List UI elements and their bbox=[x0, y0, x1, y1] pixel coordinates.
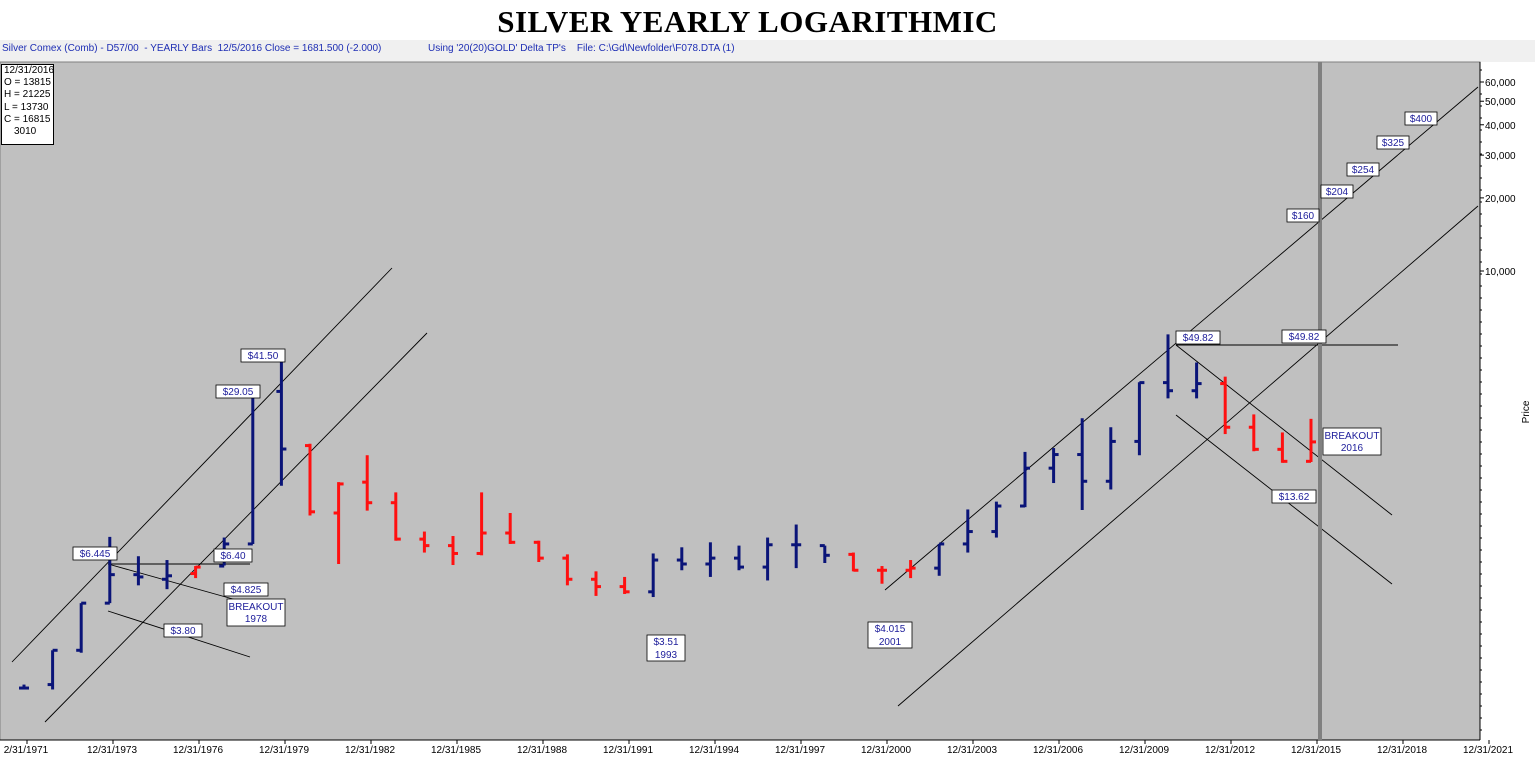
x-tick-label: 12/31/1985 bbox=[431, 745, 481, 756]
x-tick-label: 12/31/2000 bbox=[861, 745, 911, 756]
info-bar bbox=[0, 40, 1535, 62]
x-tick-label: 12/31/1988 bbox=[517, 745, 567, 756]
price-label: $6.445 bbox=[80, 549, 111, 560]
chart-title: SILVER YEARLY LOGARITHMIC bbox=[497, 4, 998, 39]
ohlc-readout: 12/31/2016 O = 13815 H = 21225 L = 13730… bbox=[1, 64, 54, 145]
breakout-box bbox=[226, 598, 286, 627]
ohlc-extra: 3010 bbox=[14, 126, 37, 138]
breakout-box bbox=[1322, 427, 1382, 456]
ohlc-high: H = 21225 bbox=[4, 89, 51, 101]
price-label: $204 bbox=[1326, 187, 1349, 198]
price-label-box bbox=[163, 623, 203, 638]
price-label: $13.62 bbox=[1279, 492, 1310, 503]
price-label-box bbox=[867, 621, 913, 649]
price-label-box bbox=[646, 634, 686, 662]
x-tick-label: 12/31/2012 bbox=[1205, 745, 1255, 756]
y-tick-label: 20,000 bbox=[1485, 194, 1516, 205]
ohlc-open: O = 13815 bbox=[4, 77, 51, 89]
breakout-label: BREAKOUT bbox=[228, 602, 283, 613]
price-label: $6.40 bbox=[220, 551, 245, 562]
price-label: $254 bbox=[1352, 165, 1375, 176]
x-tick-label: 12/31/1979 bbox=[259, 745, 309, 756]
price-label-box bbox=[1286, 208, 1320, 223]
price-label: $29.05 bbox=[223, 387, 254, 398]
x-tick-label: 12/31/2021 bbox=[1463, 745, 1513, 756]
price-label: $49.82 bbox=[1183, 333, 1214, 344]
x-tick-label: 12/31/1997 bbox=[775, 745, 825, 756]
symbol-info: Silver Comex (Comb) - D57/00 - YEARLY Ba… bbox=[2, 43, 382, 54]
x-tick-label: 12/31/1994 bbox=[689, 745, 739, 756]
trend-line bbox=[11, 267, 393, 663]
y-tick-label: 50,000 bbox=[1485, 97, 1516, 108]
breakout-year: 2016 bbox=[1341, 443, 1364, 454]
price-label-box bbox=[223, 582, 269, 597]
y-axis-panel bbox=[1480, 62, 1535, 740]
price-label-year: 2001 bbox=[879, 637, 902, 648]
price-label: $4.825 bbox=[231, 585, 262, 596]
price-label: $41.50 bbox=[248, 351, 279, 362]
y-tick-label: 40,000 bbox=[1485, 121, 1516, 132]
x-axis-panel bbox=[0, 740, 1535, 759]
x-tick-label: 12/31/1991 bbox=[603, 745, 653, 756]
ohlc-date: 12/31/2016 bbox=[4, 65, 55, 76]
ohlc-close: C = 16815 bbox=[4, 113, 51, 125]
price-label: $4.015 bbox=[875, 624, 906, 635]
price-label: $160 bbox=[1292, 211, 1315, 222]
price-label-box bbox=[1346, 162, 1380, 177]
breakout-label: BREAKOUT bbox=[1324, 431, 1379, 442]
x-tick-label: 12/31/2009 bbox=[1119, 745, 1169, 756]
price-label-box bbox=[240, 348, 286, 363]
price-label-box bbox=[1271, 489, 1317, 504]
breakout-year: 1978 bbox=[245, 614, 268, 625]
price-label-year: 1993 bbox=[655, 650, 678, 661]
x-tick-label: 12/31/2003 bbox=[947, 745, 997, 756]
y-axis-title: Price bbox=[1521, 400, 1532, 423]
price-label-box bbox=[213, 548, 253, 563]
price-label: $49.82 bbox=[1289, 332, 1320, 343]
trend-line bbox=[107, 563, 241, 602]
x-tick-label: 12/31/1976 bbox=[173, 745, 223, 756]
price-label-box bbox=[1175, 330, 1221, 345]
price-label: $3.51 bbox=[653, 637, 678, 648]
trend-line bbox=[44, 332, 428, 723]
price-label: $3.80 bbox=[170, 626, 195, 637]
price-label: $400 bbox=[1410, 114, 1433, 125]
price-label: $325 bbox=[1382, 138, 1405, 149]
x-tick-label: 12/31/1973 bbox=[87, 745, 137, 756]
y-tick-label: 60,000 bbox=[1485, 78, 1516, 89]
y-tick-label: 30,000 bbox=[1485, 151, 1516, 162]
price-label-box bbox=[215, 384, 261, 399]
x-tick-label: 12/31/2006 bbox=[1033, 745, 1083, 756]
x-tick-label: 12/31/2018 bbox=[1377, 745, 1427, 756]
price-label-box bbox=[1281, 329, 1327, 344]
file-info: Using '20(20)GOLD' Delta TP's File: C:\G… bbox=[428, 43, 735, 54]
ohlc-low: L = 13730 bbox=[4, 101, 49, 113]
x-tick-label: 12/31/1982 bbox=[345, 745, 395, 756]
price-label-box bbox=[1320, 184, 1354, 199]
trend-line bbox=[1175, 344, 1393, 516]
trend-line bbox=[897, 205, 1479, 707]
plot-area bbox=[0, 61, 1481, 741]
x-tick-label: 2/31/1971 bbox=[4, 745, 49, 756]
price-label-box bbox=[1376, 135, 1410, 150]
price-label-box bbox=[72, 546, 118, 561]
x-tick-label: 12/31/2015 bbox=[1291, 745, 1341, 756]
y-tick-label: 10,000 bbox=[1485, 267, 1516, 278]
price-label-box bbox=[1404, 111, 1438, 126]
